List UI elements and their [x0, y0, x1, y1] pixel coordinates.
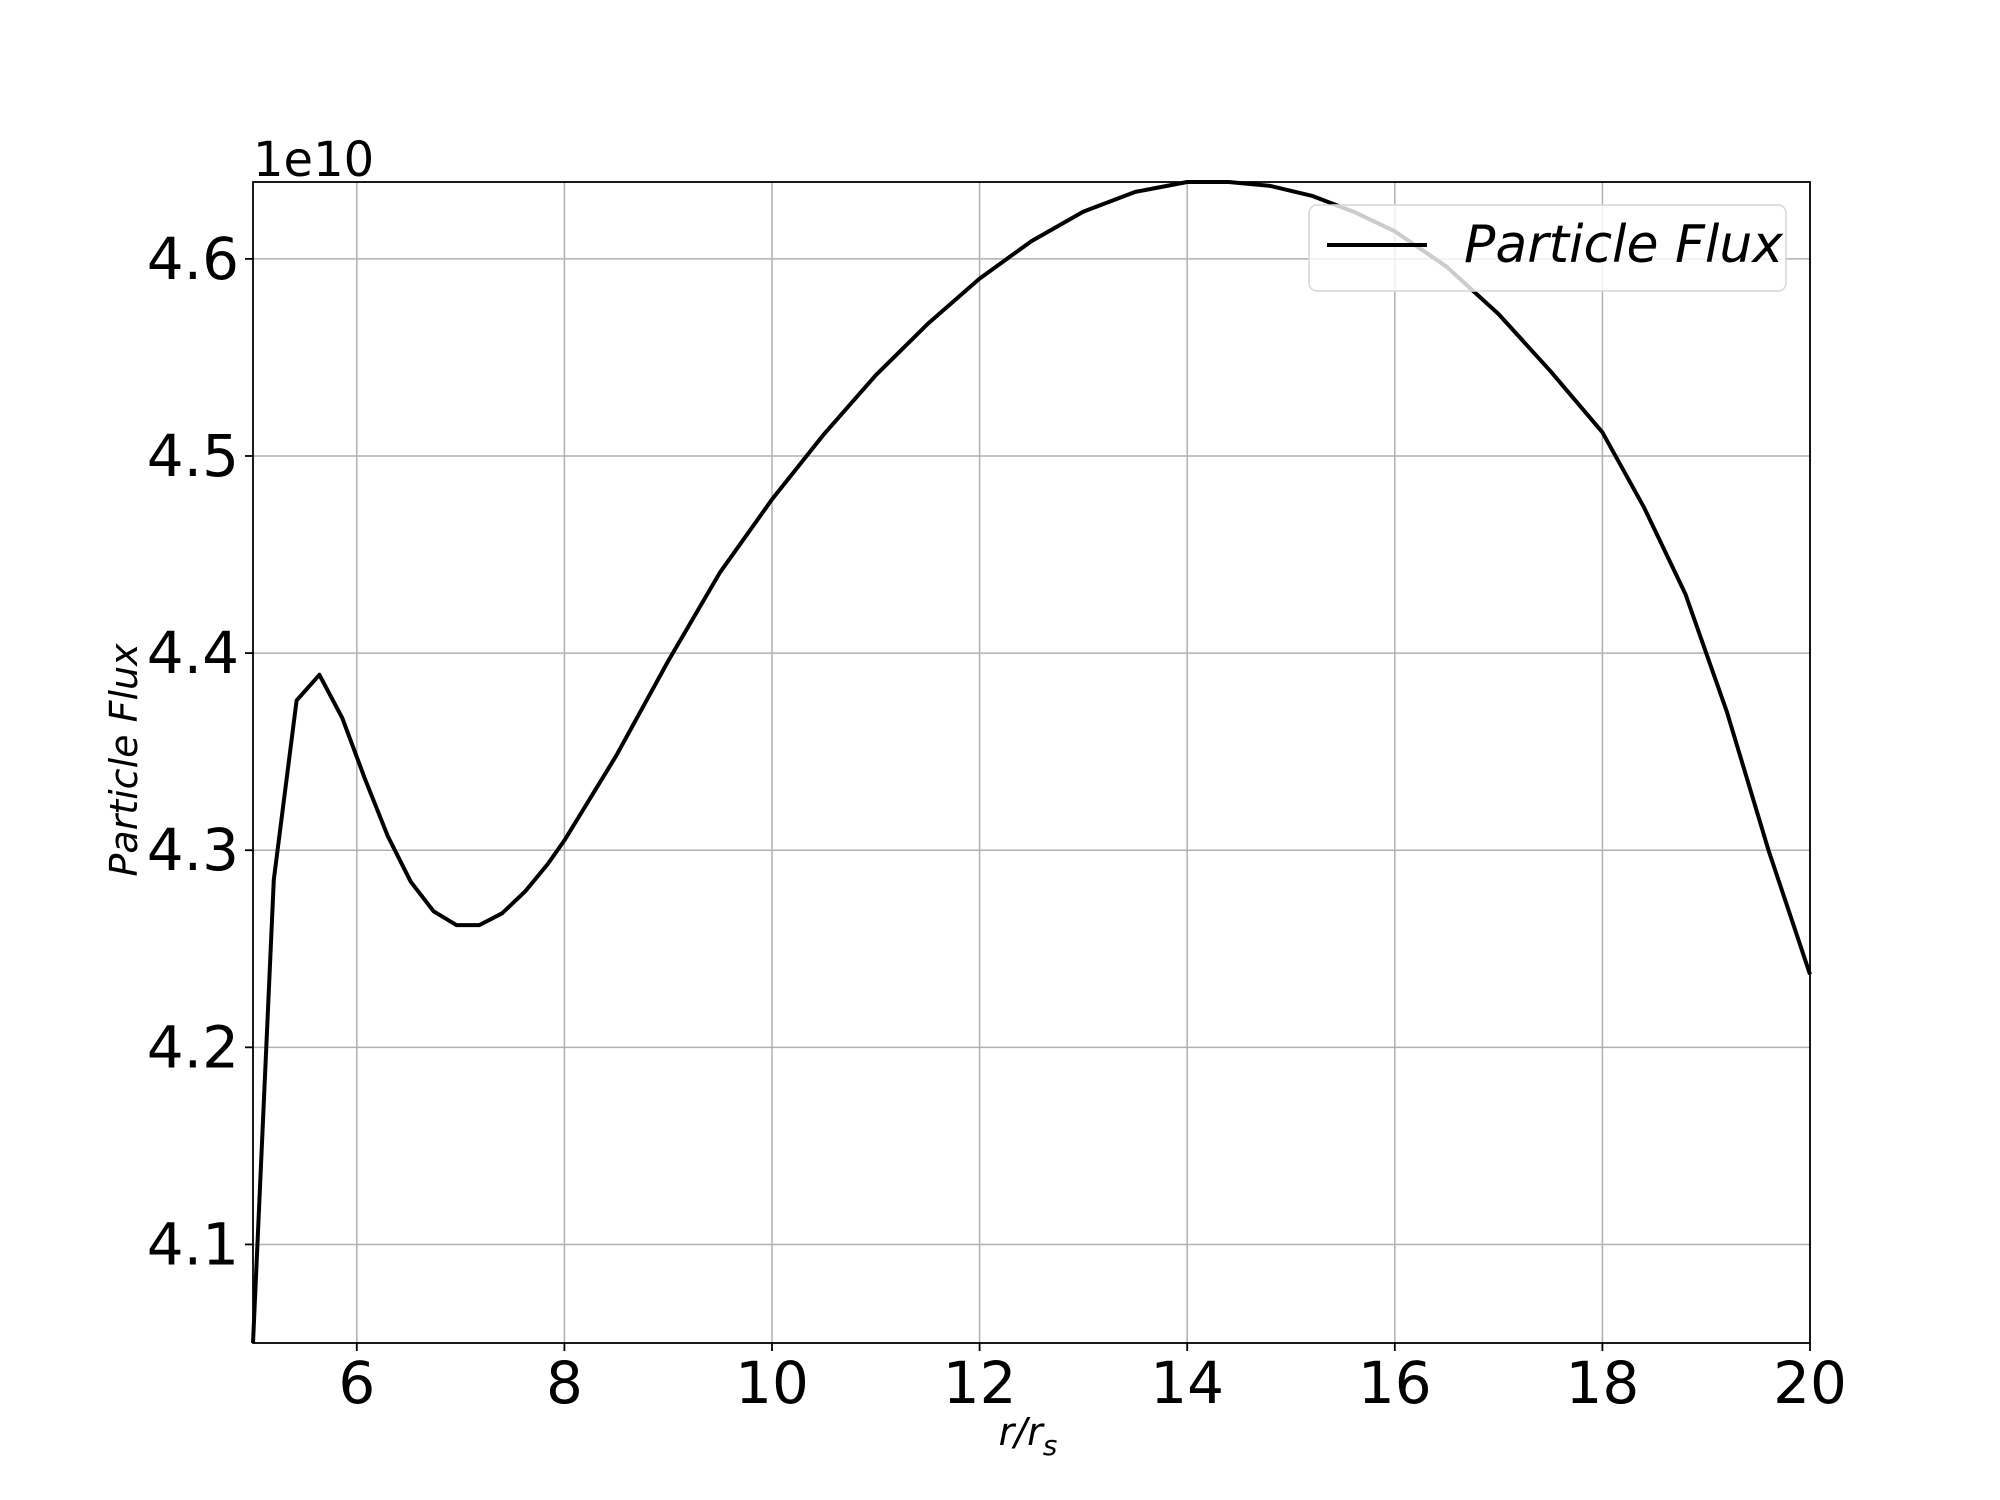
series-layer — [251, 180, 1812, 1344]
grid — [253, 182, 1811, 1343]
y-axis: 4.1 4.2 4.3 4.4 4.5 4.6 — [147, 225, 253, 1278]
legend-box — [1308, 204, 1787, 292]
x-tick-label: 18 — [1565, 1349, 1639, 1417]
series-line-particle-flux — [251, 180, 1812, 1344]
x-axis-label: r/rs — [999, 1410, 1058, 1462]
x-tick-label: 8 — [546, 1349, 583, 1417]
y-tick-label: 4.4 — [147, 619, 239, 687]
y-offset-label: 1e10 — [253, 132, 374, 188]
legend-label: Particle Flux — [1464, 215, 1784, 275]
x-tick-label: 20 — [1773, 1349, 1847, 1417]
x-axis: 6 8 10 12 14 16 18 20 — [338, 1343, 1847, 1417]
legend: Particle Flux — [1308, 204, 1787, 292]
x-tick-label: 6 — [338, 1349, 375, 1417]
y-axis-label: Particle Flux — [102, 643, 146, 877]
y-tick-label: 4.3 — [147, 816, 239, 884]
x-axis-label-main: r/r — [999, 1410, 1045, 1454]
x-tick-label: 14 — [1150, 1349, 1224, 1417]
x-tick-label: 16 — [1358, 1349, 1432, 1417]
x-tick-label: 10 — [735, 1349, 809, 1417]
x-axis-label-subscript: s — [1043, 1429, 1058, 1462]
plot-frame — [252, 181, 1811, 1344]
y-tick-label: 4.1 — [147, 1210, 239, 1278]
y-tick-label: 4.6 — [147, 225, 239, 293]
x-tick-label: 12 — [943, 1349, 1017, 1417]
y-tick-label: 4.2 — [147, 1013, 239, 1081]
y-tick-label: 4.5 — [147, 422, 239, 490]
